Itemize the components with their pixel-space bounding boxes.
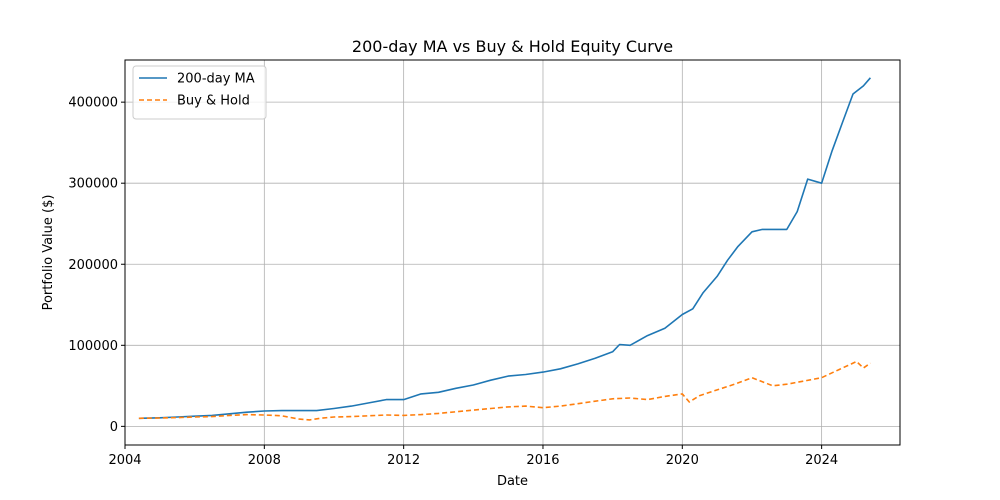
axis-ticks: 2004 2008 2012 2016 2020 2024 0 100000 200000 300… — [68, 96, 838, 468]
y-tick-label: 400000 — [68, 96, 118, 111]
x-tick-label: 2024 — [805, 453, 838, 468]
x-tick-label: 2004 — [108, 453, 141, 468]
x-axis-label: Date — [497, 474, 528, 489]
series-lines — [138, 77, 872, 421]
chart-title: 200-day MA vs Buy & Hold Equity Curve — [352, 37, 673, 56]
x-tick-label: 2012 — [387, 453, 420, 468]
x-tick-label: 2016 — [526, 453, 559, 468]
y-tick-label: 0 — [110, 420, 118, 435]
legend-box — [132, 65, 267, 120]
x-tick-label: 2008 — [248, 453, 281, 468]
series-line-buy-and-hold — [138, 360, 871, 421]
y-tick-label: 200000 — [68, 258, 118, 273]
y-tick-label: 100000 — [68, 339, 118, 354]
legend-label-buy-and-hold: Buy & Hold — [177, 94, 250, 109]
grid-lines — [124, 60, 900, 445]
y-axis-label: Portfolio Value ($) — [41, 195, 56, 311]
plot-area-frame — [124, 59, 901, 446]
series-line-200-day-ma — [138, 77, 872, 420]
chart-legend: 200-day MA Buy & Hold — [132, 65, 267, 120]
x-tick-label: 2020 — [666, 453, 699, 468]
y-tick-label: 300000 — [68, 177, 118, 192]
legend-label-200-day-ma: 200-day MA — [177, 72, 255, 87]
